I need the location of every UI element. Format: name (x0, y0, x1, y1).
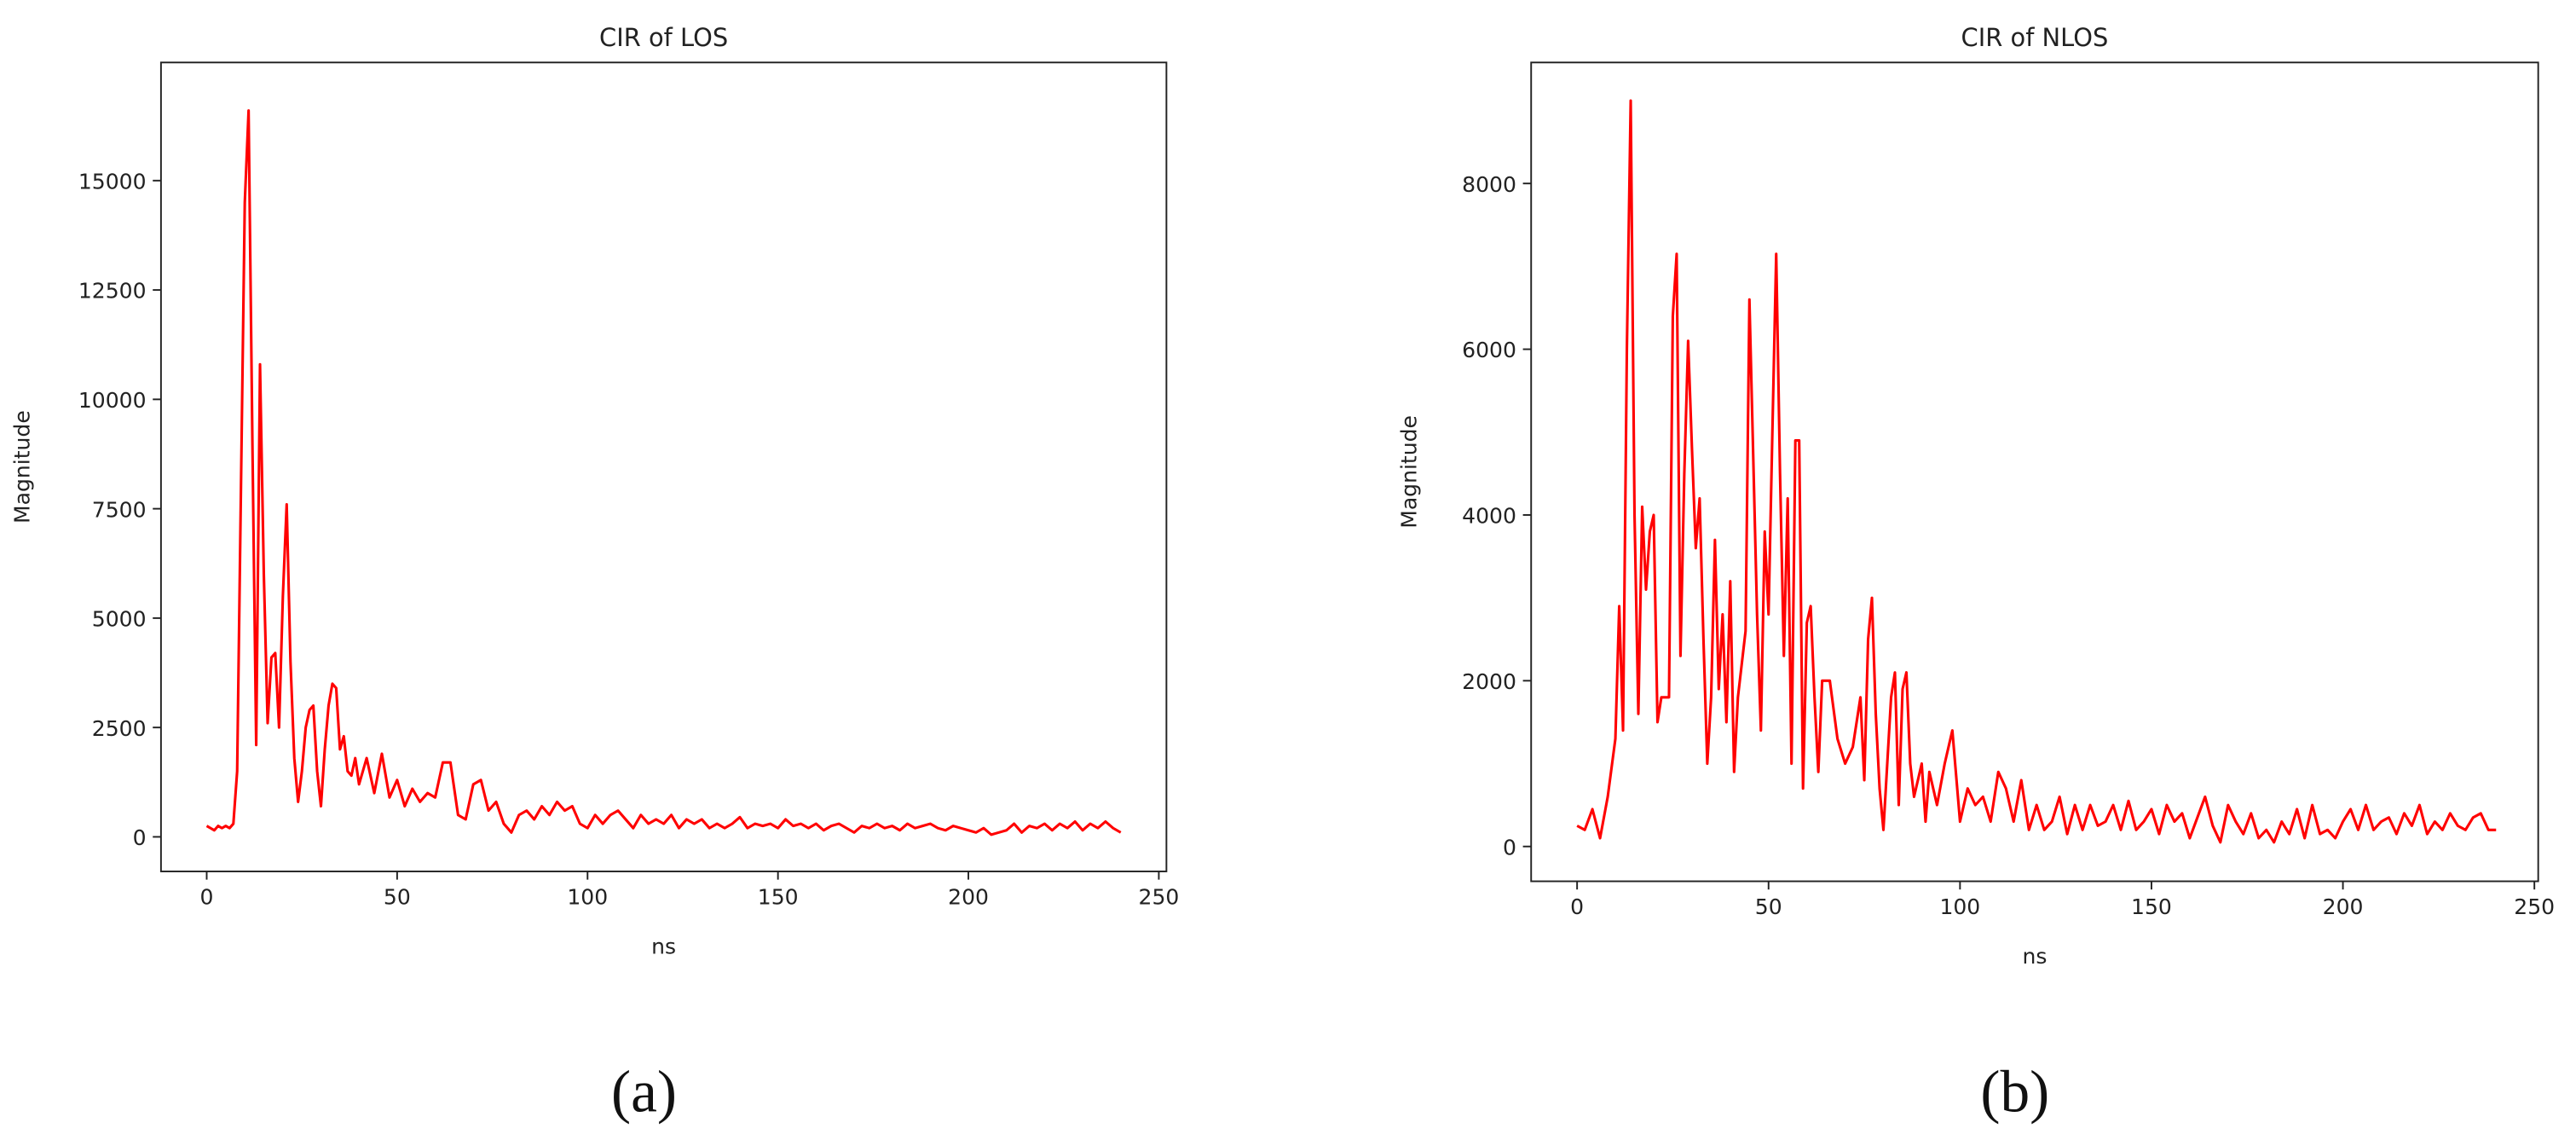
y-tick-label: 6000 (1462, 338, 1516, 362)
plot-frame (159, 61, 1168, 872)
x-axis-label: ns (651, 934, 676, 958)
x-tick-label: 200 (2323, 894, 2364, 919)
x-tick-label: 200 (948, 885, 989, 910)
y-axis-label: Magnitude (10, 410, 35, 524)
x-tick-label: 50 (1755, 894, 1782, 919)
x-tick-label: 150 (2131, 894, 2172, 919)
x-tick-label: 250 (1139, 885, 1180, 910)
y-tick-label: 10000 (78, 388, 147, 413)
plot-frame (1530, 61, 2539, 883)
chart-title: CIR of NLOS (1961, 23, 2109, 52)
data-line (1576, 99, 2497, 844)
y-tick-label: 5000 (92, 607, 147, 632)
y-tick-label: 12500 (78, 279, 147, 304)
x-tick-label: 0 (200, 885, 214, 910)
y-tick-label: 4000 (1462, 504, 1516, 529)
x-tick-label: 50 (384, 885, 411, 910)
x-tick-label: 100 (567, 885, 608, 910)
y-tick-label: 0 (133, 825, 147, 850)
x-tick-label: 250 (2514, 894, 2555, 919)
y-tick-label: 15000 (78, 169, 147, 194)
y-tick-label: 8000 (1462, 172, 1516, 197)
data-line (205, 109, 1122, 836)
y-axis-label: Magnitude (1396, 415, 1421, 529)
y-tick-label: 2500 (92, 716, 147, 741)
caption: (b) (1980, 1059, 2049, 1125)
y-tick-label: 0 (1503, 835, 1516, 860)
chart-title: CIR of LOS (599, 23, 728, 52)
x-tick-label: 150 (758, 885, 799, 910)
caption: (a) (611, 1059, 677, 1125)
x-axis-label: ns (2022, 944, 2047, 969)
x-tick-label: 100 (1939, 894, 1980, 919)
y-tick-label: 7500 (92, 497, 147, 522)
y-tick-label: 2000 (1462, 669, 1516, 694)
x-tick-label: 0 (1570, 894, 1584, 919)
